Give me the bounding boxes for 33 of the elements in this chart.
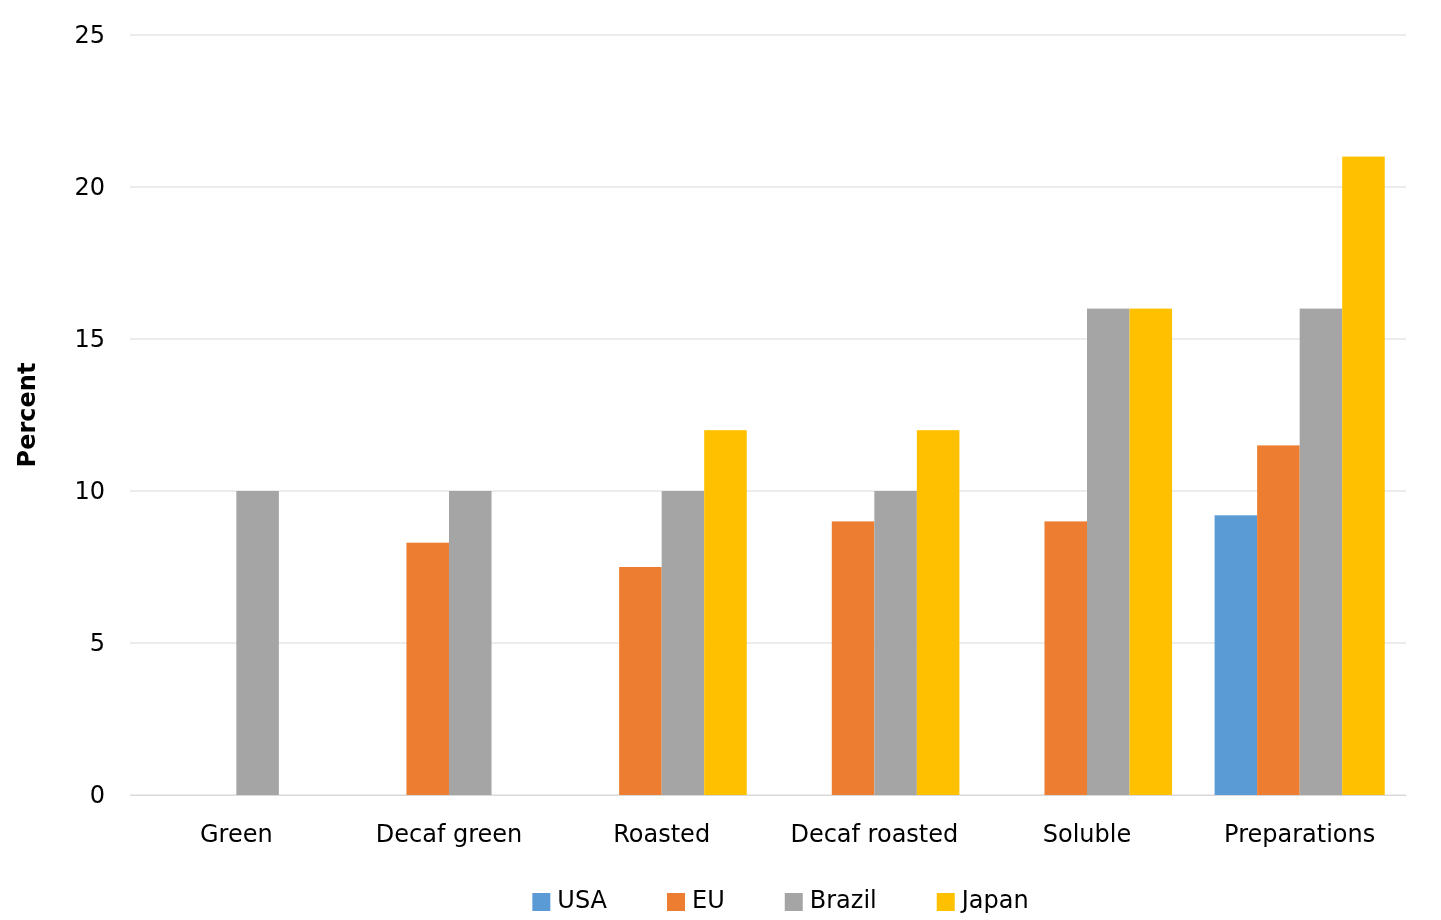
bar — [236, 491, 279, 795]
bar — [1342, 156, 1385, 795]
y-tick-label: 10 — [74, 477, 105, 506]
x-tick-label: Green — [199, 820, 273, 849]
y-tick-label: 15 — [74, 325, 105, 354]
y-tick-label: 0 — [89, 781, 105, 810]
bar — [1087, 308, 1130, 795]
x-tick-label: Decaf roasted — [790, 820, 959, 849]
bar — [874, 491, 917, 795]
bar — [1044, 521, 1087, 795]
bar — [831, 521, 875, 795]
bar — [1257, 445, 1300, 795]
bar — [1299, 308, 1343, 795]
bar — [406, 542, 449, 795]
bar — [1129, 308, 1173, 795]
y-tick-label: 25 — [74, 21, 105, 50]
x-tick-label: Preparations — [1224, 820, 1376, 849]
bar — [449, 491, 492, 795]
y-axis-title: Percent — [13, 362, 41, 468]
legend-label: USA — [557, 886, 608, 914]
bar — [704, 430, 747, 795]
legend-label: Japan — [959, 886, 1029, 914]
x-tick-label: Roasted — [613, 820, 711, 849]
y-tick-label: 20 — [74, 173, 105, 202]
y-tick-label: 5 — [89, 629, 105, 658]
legend-label: EU — [692, 886, 725, 914]
x-tick-label: Decaf green — [375, 820, 523, 849]
legend-label: Brazil — [809, 886, 877, 914]
x-tick-label: Soluble — [1042, 820, 1132, 849]
bar — [1214, 515, 1258, 795]
bar — [661, 491, 705, 795]
bar — [619, 567, 662, 795]
bar — [916, 430, 960, 795]
